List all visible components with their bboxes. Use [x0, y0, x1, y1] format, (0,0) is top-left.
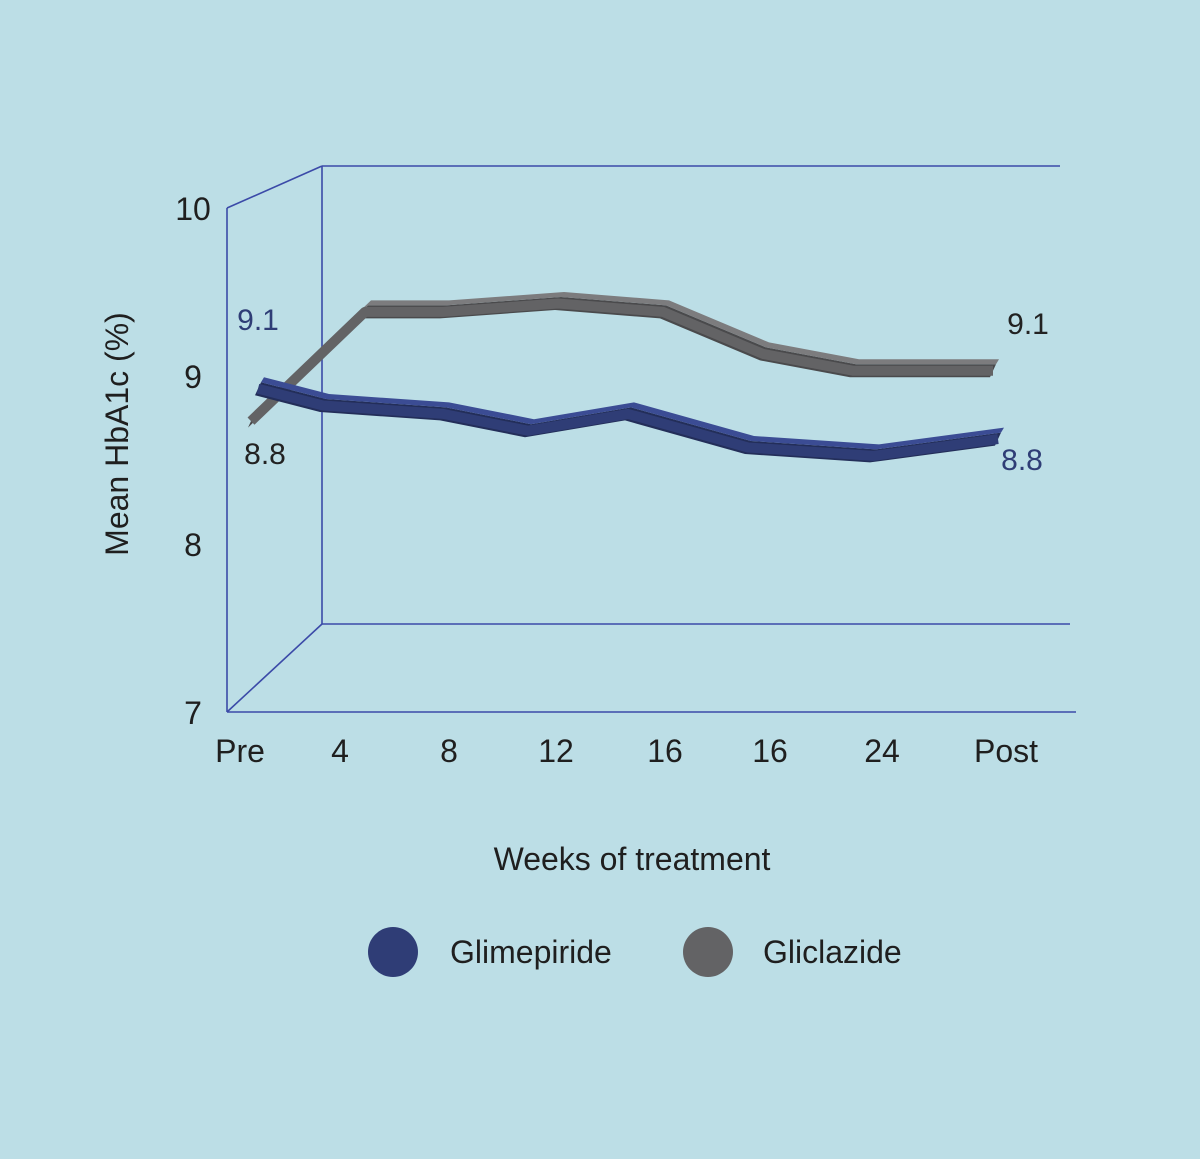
x-tick-label: 4 — [331, 733, 349, 769]
y-tick-label: 7 — [184, 695, 202, 731]
legend-label-gliclazide: Gliclazide — [763, 934, 902, 970]
y-tick-label: 8 — [184, 527, 202, 563]
x-tick-label: 16 — [647, 733, 683, 769]
x-tick-label: Pre — [215, 733, 265, 769]
frame-edge-top-left — [227, 166, 322, 208]
frame-edge-bottom-left — [227, 624, 322, 712]
data-label-gliclazide-end: 9.1 — [1007, 308, 1049, 341]
legend-label-glimepiride: Glimepiride — [450, 934, 612, 970]
x-tick-label: 12 — [538, 733, 574, 769]
x-tick-label: 16 — [752, 733, 788, 769]
y-tick-label: 10 — [175, 191, 211, 227]
data-label-gliclazide-start: 8.8 — [244, 438, 286, 471]
legend-swatch-gliclazide — [683, 927, 733, 977]
data-label-glimepiride-start: 9.1 — [237, 304, 279, 337]
x-tick-label: 8 — [440, 733, 458, 769]
x-axis-label: Weeks of treatment — [494, 841, 771, 877]
y-axis-label: Mean HbA1c (%) — [99, 312, 135, 556]
legend-swatch-glimepiride — [368, 927, 418, 977]
x-tick-label: 24 — [864, 733, 900, 769]
x-tick-label: Post — [974, 733, 1038, 769]
y-tick-label: 9 — [184, 359, 202, 395]
data-label-glimepiride-end: 8.8 — [1001, 444, 1043, 477]
